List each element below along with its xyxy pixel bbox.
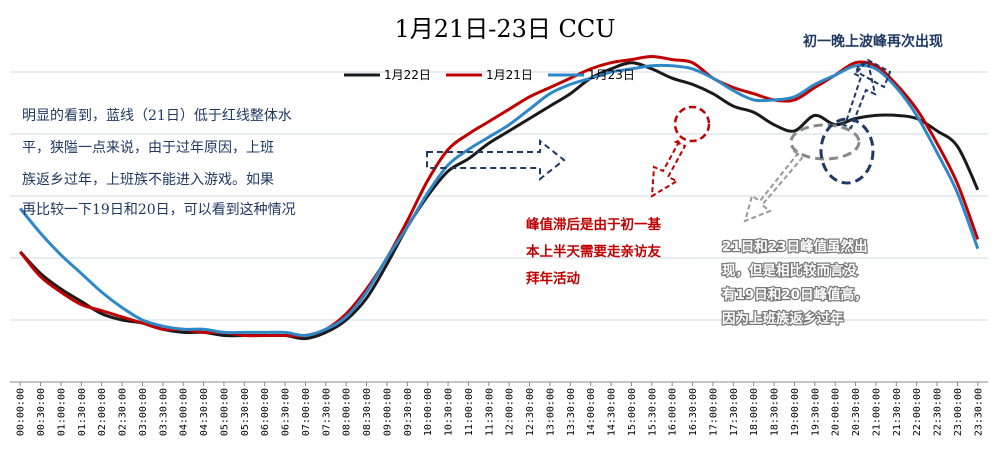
legend-label: 1月22日 xyxy=(384,68,431,82)
x-tick-label: 09:00:00 xyxy=(382,388,393,436)
x-tick-label: 14:30:00 xyxy=(607,388,618,436)
annotation-line: 再比较一下19日和20日，可以看到这种情况 xyxy=(22,201,296,218)
annotation-line: 峰值滞后是由于初一基 xyxy=(526,216,661,233)
red-dashed-arrow-icon xyxy=(650,137,687,198)
annotation-line: 21日和23日峰值虽然出 xyxy=(722,238,868,255)
x-tick-label: 07:30:00 xyxy=(321,388,332,436)
x-tick-label: 12:00:00 xyxy=(505,388,516,436)
x-tick-label: 19:00:00 xyxy=(790,388,801,436)
x-tick-label: 23:00:00 xyxy=(953,388,964,436)
dashed-right-arrow-icon xyxy=(426,138,566,182)
x-tick-label: 14:00:00 xyxy=(586,388,597,436)
navy-dashed-arrow-icon xyxy=(839,58,892,130)
x-tick-label: 12:30:00 xyxy=(525,388,536,436)
x-tick-label: 00:30:00 xyxy=(36,388,47,436)
legend-label: 1月23日 xyxy=(588,68,635,82)
annotation-line: 族返乡过年，上班族不能进入游戏。如果 xyxy=(22,172,274,188)
x-tick-label: 04:00:00 xyxy=(179,388,190,436)
x-tick-label: 06:30:00 xyxy=(281,388,292,436)
x-tick-label: 13:00:00 xyxy=(545,388,556,436)
x-tick-label: 02:30:00 xyxy=(118,388,129,436)
gray-ellipse-marker-icon xyxy=(789,123,861,161)
annotation-line: 拜年活动 xyxy=(526,270,580,287)
x-tick-label: 21:30:00 xyxy=(892,388,903,436)
x-tick-label: 18:30:00 xyxy=(770,388,781,436)
x-tick-label: 08:00:00 xyxy=(342,388,353,436)
navy-ellipse-marker-icon xyxy=(819,117,875,185)
annotation-line: 明显的看到，蓝线（21日）低于红线整体水 xyxy=(22,108,292,124)
x-tick-label: 05:00:00 xyxy=(219,388,230,436)
x-tick-label: 08:30:00 xyxy=(362,388,373,436)
annotation-red-note: 峰值滞后是由于初一基 本上半天需要走亲访友 拜年活动 xyxy=(526,216,661,287)
x-axis-ticks: 00:00:00 00:30:00 01:00:00 01:30:00 02:00:00… xyxy=(16,382,984,436)
x-tick-label: 20:30:00 xyxy=(851,388,862,436)
annotation-line: 平，狭隘一点来说，由于过年原因，上班 xyxy=(22,140,274,156)
x-tick-label: 11:00:00 xyxy=(464,388,475,436)
series-line-1 xyxy=(19,61,980,341)
legend-item-series-2: 1月21日 xyxy=(446,68,533,82)
x-tick-label: 01:00:00 xyxy=(56,388,67,436)
gray-dashed-arrow-icon xyxy=(743,151,804,223)
series-lines xyxy=(19,55,980,341)
legend-item-series-1: 1月22日 xyxy=(344,68,431,82)
x-tick-label: 07:00:00 xyxy=(301,388,312,436)
red-circle-marker-icon xyxy=(673,105,711,143)
x-tick-label: 05:30:00 xyxy=(240,388,251,436)
x-tick-label: 17:30:00 xyxy=(729,388,740,436)
x-tick-label: 01:30:00 xyxy=(77,388,88,436)
x-tick-label: 00:00:00 xyxy=(16,388,27,436)
x-tick-label: 03:00:00 xyxy=(138,388,149,436)
annotation-gray-note: 21日和23日峰值虽然出 现，但是相比较而言没 有19日和20日峰值高， 因为上… xyxy=(721,237,869,328)
x-tick-label: 22:00:00 xyxy=(912,388,923,436)
x-tick-label: 04:30:00 xyxy=(199,388,210,436)
x-tick-label: 06:00:00 xyxy=(260,388,271,436)
series-line-3 xyxy=(19,63,980,338)
x-tick-label: 10:00:00 xyxy=(423,388,434,436)
legend-item-series-3: 1月23日 xyxy=(548,68,635,82)
annotation-blue-note: 明显的看到，蓝线（21日）低于红线整体水 平，狭隘一点来说，由于过年原因，上班 … xyxy=(22,108,296,218)
x-tick-label: 15:00:00 xyxy=(627,388,638,436)
x-tick-label: 22:30:00 xyxy=(933,388,944,436)
x-tick-label: 11:30:00 xyxy=(484,388,495,436)
x-tick-label: 23:30:00 xyxy=(973,388,984,436)
gridlines xyxy=(10,71,988,321)
annotation-line: 因为上班族返乡过年 xyxy=(722,310,844,327)
x-tick-label: 15:30:00 xyxy=(647,388,658,436)
annotation-line: 有19日和20日峰值高， xyxy=(722,286,868,303)
x-tick-label: 19:30:00 xyxy=(810,388,821,436)
x-tick-label: 03:30:00 xyxy=(158,388,169,436)
legend: 1月22日 1月21日 1月23日 xyxy=(344,68,635,82)
x-tick-label: 16:00:00 xyxy=(668,388,679,436)
x-tick-label: 17:00:00 xyxy=(708,388,719,436)
annotation-line: 现，但是相比较而言没 xyxy=(722,262,857,279)
x-tick-label: 13:30:00 xyxy=(566,388,577,436)
x-tick-label: 21:00:00 xyxy=(871,388,882,436)
legend-label: 1月21日 xyxy=(486,68,533,82)
chart-title: 1月21日-23日 CCU xyxy=(394,15,615,43)
x-tick-label: 18:00:00 xyxy=(749,388,760,436)
x-tick-label: 02:00:00 xyxy=(97,388,108,436)
x-tick-label: 16:30:00 xyxy=(688,388,699,436)
annotation-navy-note: 初一晚上波峰再次出现 xyxy=(803,33,943,50)
x-tick-label: 09:30:00 xyxy=(403,388,414,436)
x-tick-label: 20:00:00 xyxy=(831,388,842,436)
annotation-line: 本上半天需要走亲访友 xyxy=(526,243,661,260)
x-tick-label: 10:30:00 xyxy=(444,388,455,436)
